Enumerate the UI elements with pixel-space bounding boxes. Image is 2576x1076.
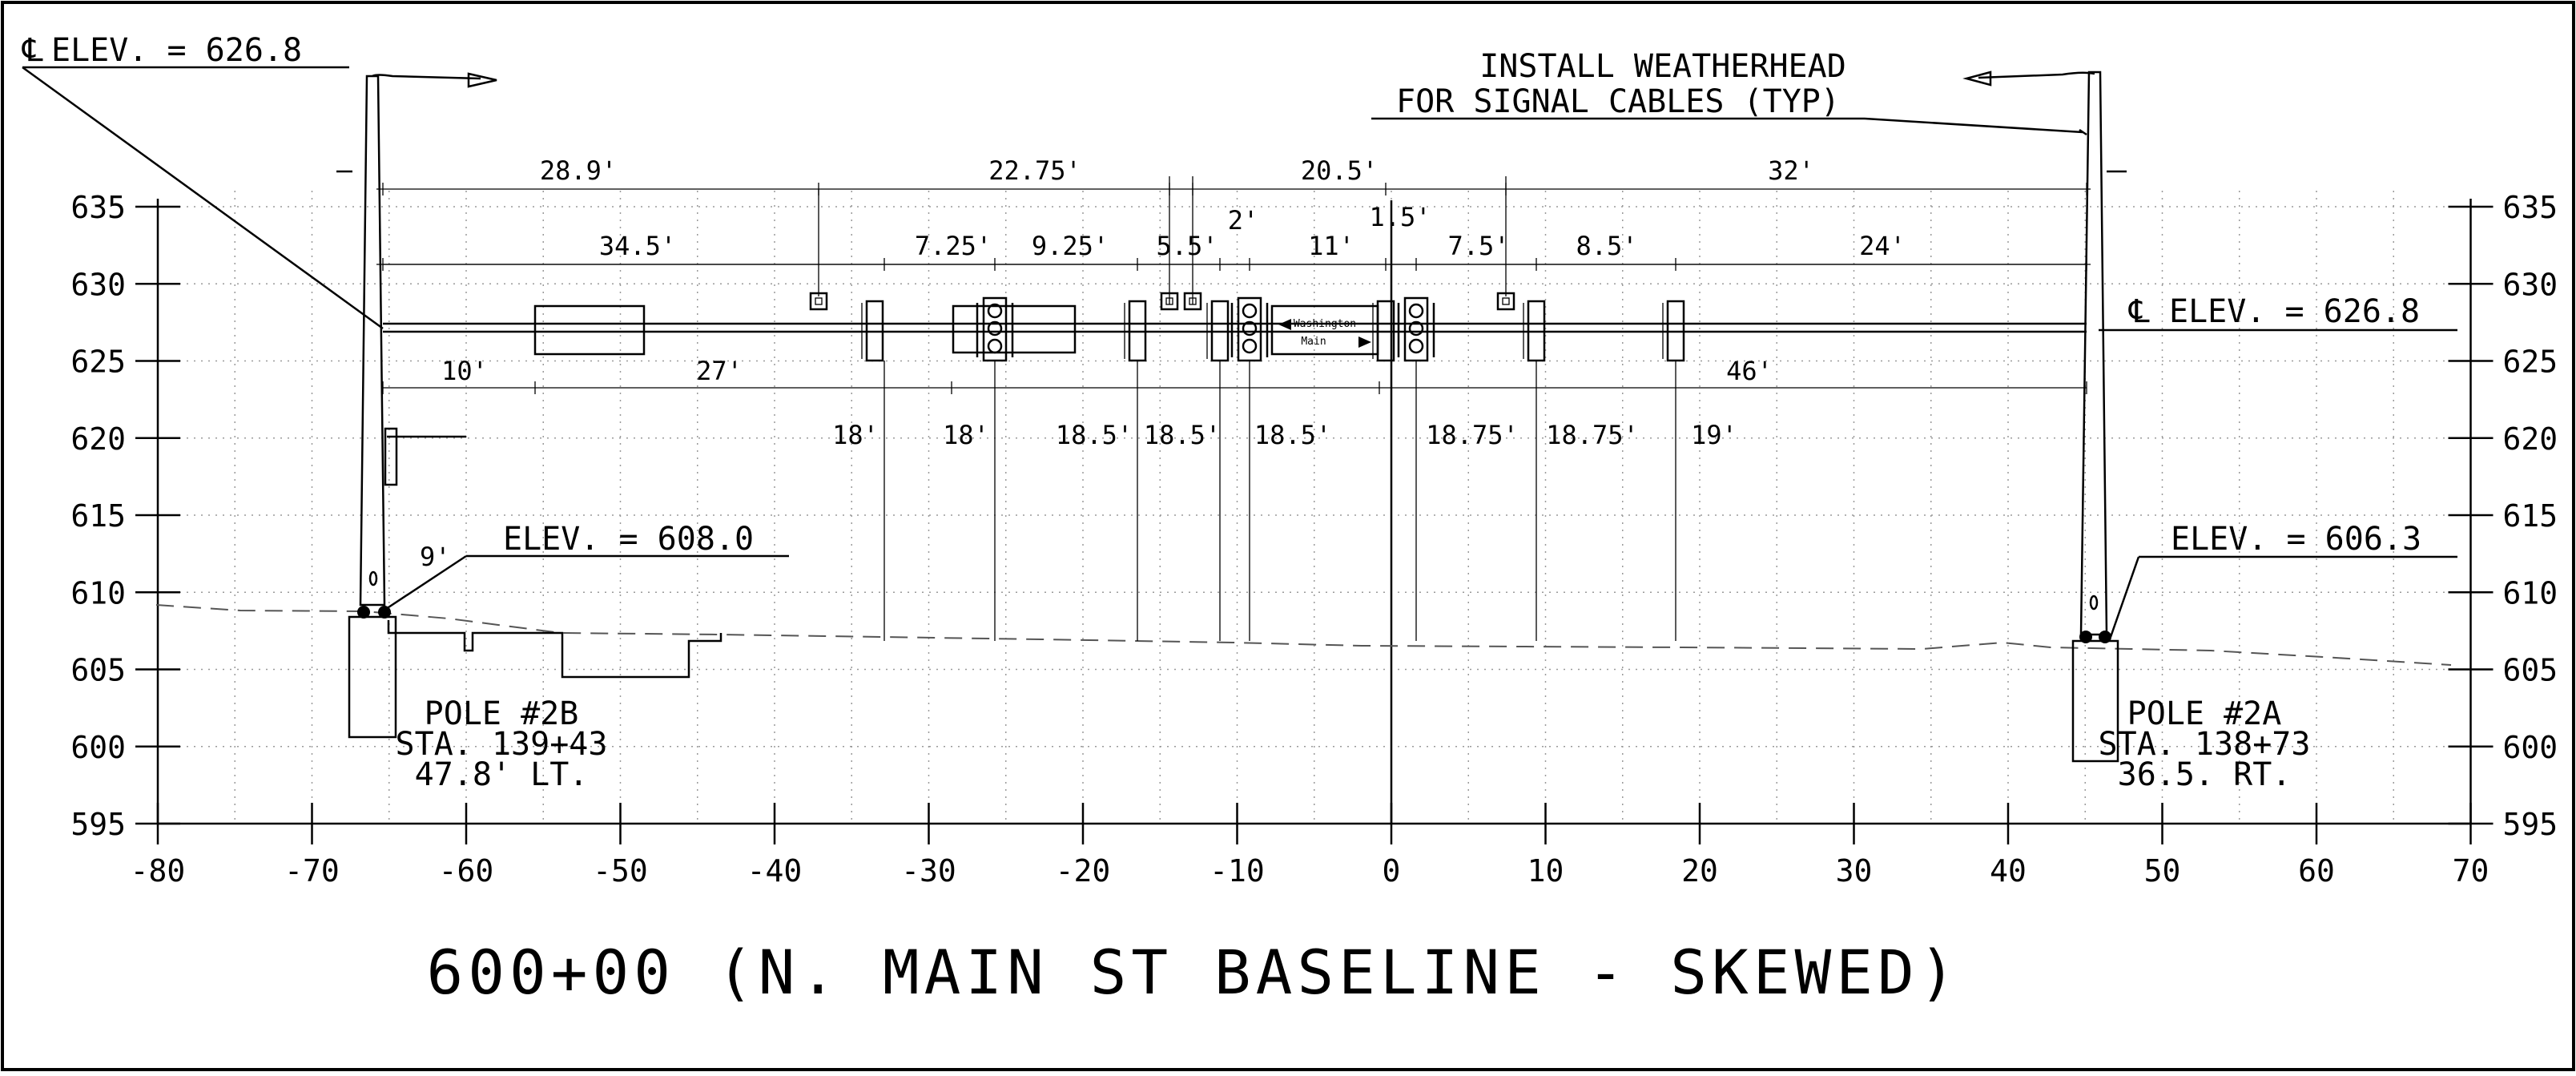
y-tick-label-right: 620 <box>2503 421 2558 457</box>
street-name-sign-mid <box>952 304 1077 354</box>
y-tick-label-right: 605 <box>2503 653 2558 688</box>
dim-second: 5.5' <box>1156 231 1218 261</box>
x-tick-label: -10 <box>1210 853 1265 889</box>
x-tick-label: -50 <box>593 853 648 889</box>
dim-second: 34.5' <box>599 231 676 261</box>
x-tick-label: 50 <box>2144 853 2181 889</box>
mounting-bracket <box>861 300 884 362</box>
pole-2b-offset: 47.8' LT. <box>415 756 589 793</box>
drawing-title: 600+00 (N. MAIN ST BASELINE - SKEWED) <box>427 937 1961 1008</box>
y-tick-label-left: 595 <box>70 807 126 842</box>
dim-top: 20.5' <box>1301 155 1378 186</box>
x-tick-label: 10 <box>1527 853 1564 889</box>
dim-second: 8.5' <box>1576 231 1637 261</box>
x-tick-label: 30 <box>1836 853 1873 889</box>
y-tick-label-right: 630 <box>2503 267 2558 302</box>
x-tick-label: -80 <box>131 853 186 889</box>
dim-second: 11' <box>1308 231 1354 261</box>
cl-elev-left: ELEV. = 626.8 <box>51 32 302 69</box>
pole-2b-station: STA. 139+43 <box>396 726 608 763</box>
y-tick-label-right: 635 <box>2503 190 2558 225</box>
x-tick-label: 0 <box>1383 853 1401 889</box>
pole-2b-name: POLE #2B <box>425 695 579 732</box>
signal-head <box>976 296 1014 362</box>
clearance-label: 18' <box>832 420 879 450</box>
dim-second: 1.5' <box>1369 202 1431 232</box>
y-tick-label-left: 630 <box>70 267 126 302</box>
dim-top: 32' <box>1768 155 1814 186</box>
elev-right: ELEV. = 606.3 <box>2171 521 2421 558</box>
dim-top: 22.75' <box>988 155 1081 186</box>
base-height: 9' <box>420 542 451 572</box>
clearance-label: 18.5' <box>1056 420 1133 450</box>
dim-second: 7.25' <box>915 231 992 261</box>
dimension-lines <box>376 176 2091 394</box>
dim-lower: 27' <box>696 356 743 386</box>
dim-second: 24' <box>1859 231 1906 261</box>
dim-second: 9.25' <box>1032 231 1109 261</box>
clearance-label: 18.5' <box>1144 420 1221 450</box>
cl-symbol-right: ℄ <box>2128 293 2150 330</box>
weatherhead-note-2: FOR SIGNAL CABLES (TYP) <box>1396 83 1840 120</box>
y-tick-label-left: 620 <box>70 421 126 457</box>
y-tick-label-left: 625 <box>70 345 126 380</box>
mast-arm <box>383 264 2087 333</box>
x-tick-label: -20 <box>1056 853 1111 889</box>
dim-lower: 46' <box>1726 356 1773 386</box>
dim-lower: 10' <box>441 356 488 386</box>
x-tick-label: 20 <box>1681 853 1718 889</box>
dim-second: 7.5' <box>1447 231 1509 261</box>
mounting-bracket <box>1372 300 1395 362</box>
axes: -80 -70 -60 -50 -40 -30 -20 -10 0 10 20 30 40 50 60 70 6… <box>70 190 2558 889</box>
sign-line-2: Main <box>1301 336 1326 348</box>
clearance-label: 18.5' <box>1254 420 1331 450</box>
pole-2a-name: POLE #2A <box>2127 695 2282 732</box>
dimension-labels: 28.9' 22.75' 20.5' 32' 34.5' 7.25' 9.25' 5.5' 2'… <box>441 155 1906 450</box>
signal-hardware <box>809 292 1685 362</box>
elev-left: ELEV. = 608.0 <box>503 521 754 558</box>
cl-symbol-left: ℄ <box>22 32 43 69</box>
cl-elev-right: ELEV. = 626.8 <box>2169 293 2420 330</box>
x-tick-label: 70 <box>2453 853 2489 889</box>
x-tick-label: -30 <box>901 853 956 889</box>
y-tick-label-left: 610 <box>70 575 126 611</box>
y-tick-label-right: 610 <box>2503 575 2558 611</box>
x-tick-label: -60 <box>439 853 494 889</box>
pole-2a <box>1962 71 2127 763</box>
dim-top: 28.9' <box>540 155 617 186</box>
pole-2b <box>336 72 722 739</box>
clearance-label: 18.75' <box>1426 420 1519 450</box>
pole-2a-offset: 36.5. RT. <box>2118 756 2292 793</box>
guide-sign: Washington Main <box>1270 304 1379 356</box>
clearance-label: 18' <box>943 420 989 450</box>
dim-second: 2' <box>1228 205 1259 236</box>
y-tick-label-right: 625 <box>2503 345 2558 380</box>
clearance-lines <box>883 361 1676 641</box>
grid <box>158 191 2471 824</box>
pole-2a-station: STA. 138+73 <box>2099 726 2311 763</box>
street-name-sign-left <box>533 304 646 356</box>
y-tick-label-left: 615 <box>70 498 126 534</box>
y-tick-label-left: 600 <box>70 730 126 765</box>
callout-leaders <box>22 66 2457 638</box>
signal-head <box>1397 296 1435 362</box>
clearance-label: 19' <box>1691 420 1737 450</box>
y-tick-label-left: 605 <box>70 653 126 688</box>
sign-line-1: Washington <box>1294 318 1356 330</box>
y-tick-label-right: 600 <box>2503 730 2558 765</box>
x-tick-label: -40 <box>747 853 803 889</box>
x-tick-label: 60 <box>2298 853 2335 889</box>
y-tick-label-left: 635 <box>70 190 126 225</box>
clearance-label: 18.75' <box>1546 420 1639 450</box>
x-tick-label: -70 <box>284 853 340 889</box>
ground-line <box>155 604 2452 666</box>
x-tick-label: 40 <box>1990 853 2027 889</box>
y-tick-label-right: 615 <box>2503 498 2558 534</box>
weatherhead-note-1: INSTALL WEATHERHEAD <box>1479 48 1846 85</box>
y-tick-label-right: 595 <box>2503 807 2558 842</box>
